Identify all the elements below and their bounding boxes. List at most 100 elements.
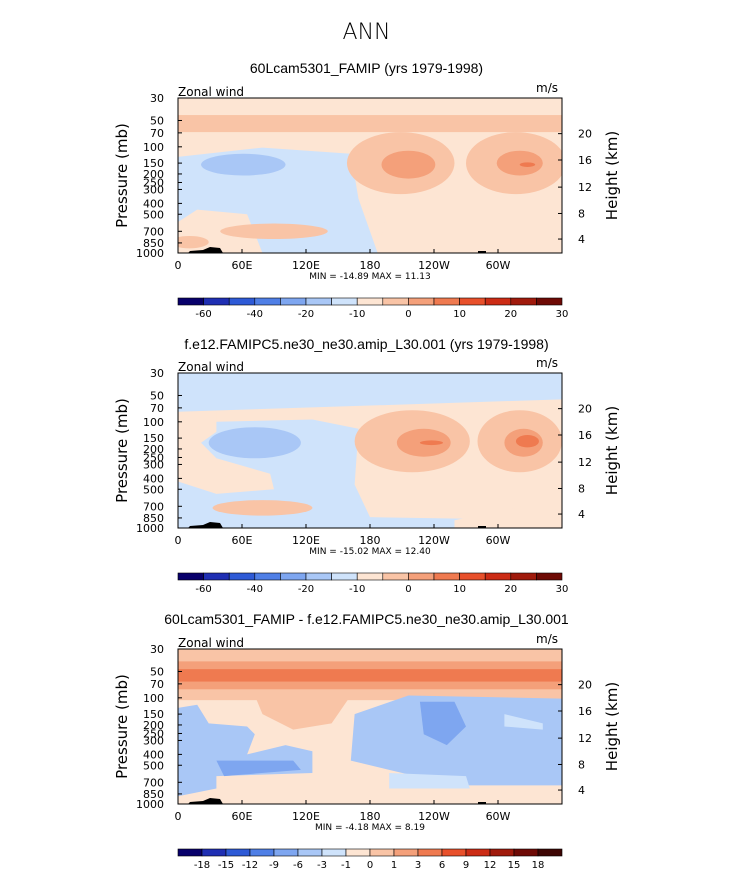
y2-tick-label: 8	[578, 758, 585, 771]
y-tick-label: 200	[143, 168, 164, 181]
colorbar-swatch	[356, 297, 384, 306]
y-tick-label: 1000	[136, 522, 164, 535]
x-tick-label: 120E	[292, 534, 320, 547]
y2-tick-label: 4	[578, 233, 585, 246]
colorbar-label: -12	[242, 860, 258, 871]
y-tick-label: 100	[143, 416, 164, 429]
x-tick-label: 0	[175, 810, 182, 823]
colorbar-swatch	[433, 572, 460, 581]
colorbar-label: 15	[508, 860, 521, 871]
colorbar-label: 10	[453, 309, 466, 320]
contour-region	[419, 701, 466, 746]
y-tick-label: 250	[143, 176, 164, 189]
colorbar-label: 0	[405, 584, 411, 595]
y-tick-label: 50	[150, 665, 164, 678]
colorbar-label: 0	[405, 309, 411, 320]
contour-region	[178, 411, 274, 494]
topography	[478, 802, 486, 804]
colorbar-swatch	[305, 572, 332, 581]
colorbar-swatch	[465, 848, 491, 857]
contour-region	[454, 500, 562, 528]
y-tick-label: 500	[143, 483, 164, 496]
y-tick-label: 150	[143, 157, 164, 170]
y2-tick-label: 16	[578, 705, 592, 718]
y-tick-label: 850	[143, 788, 164, 801]
colorbar-label: 9	[463, 860, 469, 871]
contour-region	[519, 162, 536, 167]
y-tick-label: 850	[143, 237, 164, 250]
colorbar-label: -10	[349, 309, 365, 320]
colorbar-swatch	[177, 572, 204, 581]
units-label: m/s	[536, 632, 558, 646]
y-tick-label: 700	[143, 225, 164, 238]
x-tick-label: 180	[360, 259, 381, 272]
colorbar-swatch	[201, 848, 227, 857]
y-tick-label: 50	[150, 114, 164, 127]
x-tick-label: 0	[175, 534, 182, 547]
panel-2-title: f.e12.FAMIPC5.ne30_ne30.amip_L30.001 (yr…	[184, 336, 549, 352]
y-tick-label: 70	[150, 402, 164, 415]
x-tick-label: 120W	[418, 534, 450, 547]
colorbar-swatch	[417, 848, 443, 857]
colorbar-label: 12	[484, 860, 497, 871]
colorbar-label: -3	[317, 860, 327, 871]
colorbar-label: -6	[293, 860, 303, 871]
contour-region	[220, 223, 328, 240]
y-tick-label: 200	[143, 719, 164, 732]
topography	[478, 526, 486, 528]
y-tick-label: 30	[150, 367, 164, 380]
topography	[478, 251, 486, 253]
y-tick-label: 100	[143, 692, 164, 705]
y-axis-label: Pressure (mb)	[113, 674, 131, 779]
x-tick-label: 60W	[486, 810, 511, 823]
contour-region	[216, 760, 301, 777]
colorbar-label: 18	[532, 860, 545, 871]
y2-axis-label: Height (km)	[603, 682, 621, 771]
x-tick-label: 120E	[292, 810, 320, 823]
colorbar-swatch	[356, 572, 384, 581]
field-shapes	[178, 373, 562, 528]
colorbar-swatch	[177, 848, 203, 857]
y-tick-label: 70	[150, 678, 164, 691]
colorbar-swatch	[510, 297, 537, 306]
panel-3-title: 60Lcam5301_FAMIP - f.e12.FAMIPC5.ne30_ne…	[164, 611, 569, 627]
x-tick-label: 120W	[418, 259, 450, 272]
colorbar-swatch	[254, 297, 281, 306]
units-label: m/s	[536, 356, 558, 370]
colorbar-label: 1	[391, 860, 397, 871]
contour-region	[201, 153, 286, 176]
y-tick-label: 70	[150, 127, 164, 140]
x-tick-label: 180	[360, 810, 381, 823]
topography	[188, 798, 223, 804]
colorbar-swatch	[393, 848, 419, 857]
y2-tick-label: 8	[578, 482, 585, 495]
colorbar-label: -9	[269, 860, 279, 871]
colorbar-label: 30	[556, 584, 569, 595]
colorbar-swatch	[203, 572, 230, 581]
figure-title: ANN	[342, 20, 391, 45]
y-tick-label: 200	[143, 443, 164, 456]
colorbar-label: -18	[194, 860, 210, 871]
colorbar-label: 10	[453, 584, 466, 595]
colorbar-swatch	[321, 848, 347, 857]
colorbar-swatch	[228, 297, 256, 306]
contour-region	[419, 440, 443, 446]
colorbar-swatch	[484, 297, 512, 306]
contour-region	[178, 669, 562, 682]
x-tick-label: 120W	[418, 810, 450, 823]
y-tick-label: 150	[143, 708, 164, 721]
y-tick-label: 250	[143, 727, 164, 740]
colorbar-swatch	[510, 572, 537, 581]
y-axis-label: Pressure (mb)	[113, 398, 131, 503]
contour-region	[496, 150, 543, 176]
y-tick-label: 850	[143, 512, 164, 525]
contour-region	[504, 714, 543, 730]
y2-tick-label: 12	[578, 732, 592, 745]
y2-tick-label: 16	[578, 429, 592, 442]
colorbar-swatch	[305, 297, 332, 306]
panel-3-field	[178, 649, 562, 804]
contour-region	[515, 435, 539, 448]
y-tick-label: 400	[143, 197, 164, 210]
y-tick-label: 400	[143, 472, 164, 485]
